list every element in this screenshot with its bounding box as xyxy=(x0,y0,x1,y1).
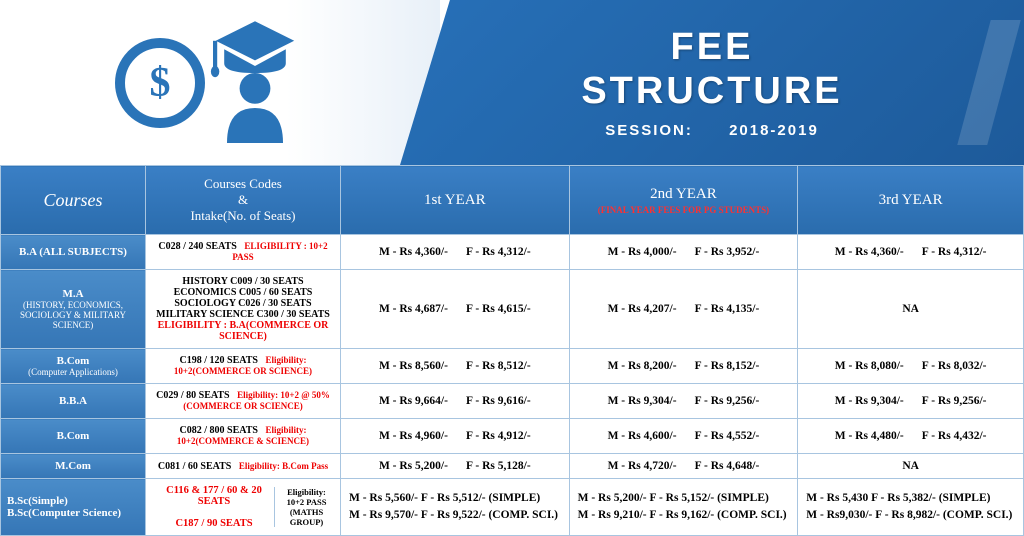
year1-label: 1st YEAR xyxy=(424,192,486,208)
year1-cell: M - Rs 9,664/-F - Rs 9,616/- xyxy=(341,384,570,419)
year2-label: 2nd YEAR xyxy=(650,186,717,202)
header-icon-area: $ xyxy=(0,0,440,165)
col-codes: Courses Codes & Intake(No. of Seats) xyxy=(146,166,341,235)
col-year3: 3rd YEAR xyxy=(798,166,1024,235)
year2-cell: M - Rs 4,600/-F - Rs 4,552/- xyxy=(569,419,798,454)
course-cell: B.Com(Computer Applications) xyxy=(1,349,146,384)
year2-cell: M - Rs 8,200/-F - Rs 8,152/- xyxy=(569,349,798,384)
header-banner: $ FEE STRUCTURE SESSION: 2018-2019 xyxy=(0,0,1024,165)
year1-cell: M - Rs 5,200/-F - Rs 5,128/- xyxy=(341,454,570,479)
year2-cell: M - Rs 4,000/-F - Rs 3,952/- xyxy=(569,235,798,270)
page-title: FEE STRUCTURE xyxy=(581,26,842,113)
course-cell: B.Sc(Simple)B.Sc(Computer Science) xyxy=(1,479,146,536)
session-value: 2018-2019 xyxy=(729,122,819,139)
year1-cell: M - Rs 4,360/-F - Rs 4,312/- xyxy=(341,235,570,270)
fee-table: Courses Courses Codes & Intake(No. of Se… xyxy=(0,165,1024,536)
header-title-area: FEE STRUCTURE SESSION: 2018-2019 xyxy=(400,0,1024,165)
title-line-1: FEE xyxy=(671,26,754,68)
year1-cell: M - Rs 8,560/-F - Rs 8,512/- xyxy=(341,349,570,384)
year3-label: 3rd YEAR xyxy=(879,192,943,208)
year3-cell: M - Rs 4,480/-F - Rs 4,432/- xyxy=(798,419,1024,454)
course-cell: M.A(HISTORY, ECONOMICS, SOCIOLOGY & MILI… xyxy=(1,270,146,349)
codes-cell: C081 / 60 SEATS Eligibility: B.Com Pass xyxy=(146,454,341,479)
year2-cell: M - Rs 5,200/- F - Rs 5,152/- (SIMPLE)M … xyxy=(569,479,798,536)
codes-hdr-l2: Intake(No. of Seats) xyxy=(190,208,295,223)
year3-cell: M - Rs 8,080/-F - Rs 8,032/- xyxy=(798,349,1024,384)
year3-cell: M - Rs 5,430 F - Rs 5,382/- (SIMPLE)M - … xyxy=(798,479,1024,536)
codes-cell: C029 / 80 SEATS Eligibility: 10+2 @ 50%(… xyxy=(146,384,341,419)
year3-cell: M - Rs 4,360/-F - Rs 4,312/- xyxy=(798,235,1024,270)
year2-subnote: (FINAL YEAR FEES FOR PG STUDENTS) xyxy=(576,205,792,215)
table-row: B.A (ALL SUBJECTS)C028 / 240 SEATS ELIGI… xyxy=(1,235,1024,270)
table-header-row: Courses Courses Codes & Intake(No. of Se… xyxy=(1,166,1024,235)
table-row: B.Com(Computer Applications)C198 / 120 S… xyxy=(1,349,1024,384)
year3-cell: NA xyxy=(798,270,1024,349)
year1-cell: M - Rs 5,560/- F - Rs 5,512/- (SIMPLE)M … xyxy=(341,479,570,536)
year2-cell: M - Rs 4,720/-F - Rs 4,648/- xyxy=(569,454,798,479)
course-cell: B.B.A xyxy=(1,384,146,419)
codes-cell: C028 / 240 SEATS ELIGIBILITY : 10+2 PASS xyxy=(146,235,341,270)
col-year1: 1st YEAR xyxy=(341,166,570,235)
table-row: B.B.AC029 / 80 SEATS Eligibility: 10+2 @… xyxy=(1,384,1024,419)
year3-cell: NA xyxy=(798,454,1024,479)
col-year2: 2nd YEAR (FINAL YEAR FEES FOR PG STUDENT… xyxy=(569,166,798,235)
fee-icon: $ xyxy=(115,10,325,155)
year2-cell: M - Rs 4,207/-F - Rs 4,135/- xyxy=(569,270,798,349)
col-courses: Courses xyxy=(1,166,146,235)
title-line-2: STRUCTURE xyxy=(581,70,842,112)
year1-cell: M - Rs 4,687/-F - Rs 4,615/- xyxy=(341,270,570,349)
year3-cell: M - Rs 9,304/-F - Rs 9,256/- xyxy=(798,384,1024,419)
table-row: B.ComC082 / 800 SEATS Eligibility: 10+2(… xyxy=(1,419,1024,454)
course-cell: B.Com xyxy=(1,419,146,454)
course-cell: M.Com xyxy=(1,454,146,479)
codes-cell: C198 / 120 SEATS Eligibility: 10+2(COMME… xyxy=(146,349,341,384)
student-icon xyxy=(185,10,325,155)
codes-cell: HISTORY C009 / 30 SEATSECONOMICS C005 / … xyxy=(146,270,341,349)
year1-cell: M - Rs 4,960/-F - Rs 4,912/- xyxy=(341,419,570,454)
course-cell: B.A (ALL SUBJECTS) xyxy=(1,235,146,270)
codes-hdr-l1: Courses Codes xyxy=(204,176,282,191)
session-label: SESSION: xyxy=(605,122,693,139)
codes-cell: C116 & 177 / 60 & 20 SEATSC187 / 90 SEAT… xyxy=(146,479,341,536)
table-row: M.ComC081 / 60 SEATS Eligibility: B.Com … xyxy=(1,454,1024,479)
table-row: M.A(HISTORY, ECONOMICS, SOCIOLOGY & MILI… xyxy=(1,270,1024,349)
codes-cell: C082 / 800 SEATS Eligibility: 10+2(COMME… xyxy=(146,419,341,454)
session-info: SESSION: 2018-2019 xyxy=(605,122,819,139)
table-row-bsc: B.Sc(Simple)B.Sc(Computer Science)C116 &… xyxy=(1,479,1024,536)
year2-cell: M - Rs 9,304/-F - Rs 9,256/- xyxy=(569,384,798,419)
dollar-coin-icon: $ xyxy=(115,38,205,128)
codes-hdr-amp: & xyxy=(238,192,248,207)
